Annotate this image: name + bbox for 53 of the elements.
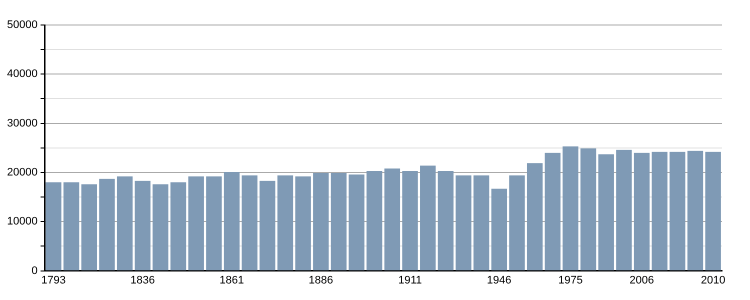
bar [63,182,80,270]
y-tick-label: 50000 [6,19,38,32]
bar [242,175,258,270]
bar [206,176,222,270]
bar [526,163,543,270]
x-tick-label: 2010 [700,274,726,286]
bar [580,148,596,270]
bar [81,184,97,270]
bar [491,188,508,270]
x-tick-label: 1861 [220,274,244,286]
bar [687,150,704,270]
bar [402,171,418,270]
bar [705,152,721,270]
bar [99,178,115,270]
bar [438,171,454,270]
y-tick-label: 40000 [6,68,38,80]
y-tick-label: 0 [31,264,38,277]
bar [616,150,632,270]
bar [562,146,578,270]
bar [509,175,525,270]
bar [420,166,436,270]
bar [170,182,186,270]
bar [598,154,614,270]
bar [456,175,472,270]
bar [473,175,490,270]
bar [366,171,382,270]
bar [652,152,668,270]
bar [152,184,168,270]
bar [277,175,294,270]
bar [384,168,400,270]
bar [116,176,133,270]
bar [295,176,311,270]
bar [224,172,240,270]
bar [544,152,560,270]
x-tick-label: 1836 [130,274,155,286]
bar [46,182,62,270]
bar [634,152,650,270]
x-tick-label: 1911 [398,274,422,286]
y-tick-label: 10000 [6,216,38,228]
bar [134,180,150,270]
x-tick-label: 1886 [308,274,334,286]
y-tick-label: 20000 [6,166,38,179]
bar [348,174,364,270]
bar [330,172,347,270]
bar [313,172,329,270]
x-tick-label: 1793 [41,274,66,286]
x-tick-label: 1946 [486,274,512,286]
bar [188,176,204,270]
bar [260,180,276,270]
x-tick-label: 2006 [630,274,654,286]
y-tick-label: 30000 [6,117,38,130]
x-tick-label: 1975 [558,274,583,286]
bar [670,152,686,270]
